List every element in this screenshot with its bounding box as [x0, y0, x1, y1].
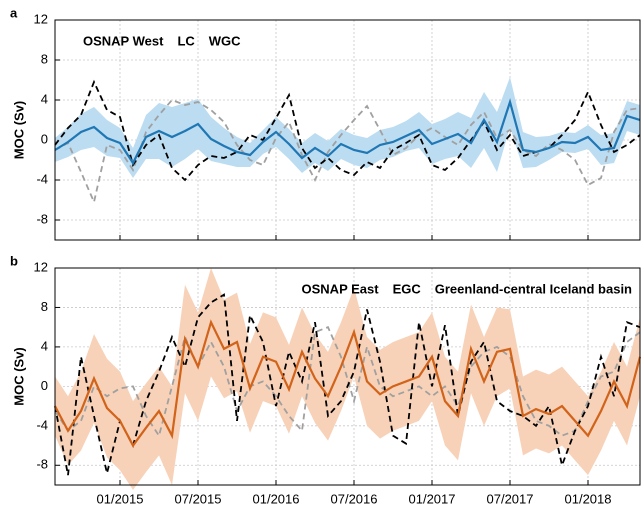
panel-label: b: [10, 253, 18, 268]
y-tick-label: 8: [41, 51, 48, 66]
legend-entry: WGC: [209, 33, 241, 48]
legend-entry: LC: [177, 33, 195, 48]
legend-entry: Greenland-central Iceland basin: [435, 281, 632, 296]
plot-frame: [54, 267, 641, 486]
y-tick-label: 0: [41, 378, 48, 393]
x-tick-label: 07/2017: [487, 491, 534, 506]
series-line: [54, 98, 641, 166]
x-tick-label: 01/2018: [565, 491, 612, 506]
y-tick-label: 4: [41, 338, 48, 353]
x-tick-label: 01/2015: [97, 491, 144, 506]
uncertainty-band: [55, 268, 640, 490]
y-tick-label: -4: [36, 171, 48, 186]
y-tick-label: 4: [41, 91, 48, 106]
panel-label: a: [10, 5, 18, 20]
y-tick-label: 12: [34, 259, 48, 274]
x-tick-label: 07/2016: [331, 491, 378, 506]
x-tick-label: 01/2017: [409, 491, 456, 506]
y-tick-label: -4: [36, 417, 48, 432]
y-tick-label: -8: [36, 211, 48, 226]
y-axis-label: MOC (Sv): [11, 347, 26, 406]
series-line: [54, 293, 641, 476]
legend-entry: EGC: [393, 281, 422, 296]
series-line: [54, 326, 641, 438]
x-tick-label: 01/2016: [253, 491, 300, 506]
y-tick-label: -8: [36, 457, 48, 472]
y-tick-label: 0: [41, 131, 48, 146]
uncertainty-band: [55, 77, 640, 178]
y-tick-label: 12: [34, 11, 48, 26]
x-tick-label: 07/2015: [175, 491, 222, 506]
plot-frame: [54, 19, 641, 241]
series-line: [54, 319, 641, 448]
legend-entry: OSNAP East: [302, 281, 380, 296]
legend-entry: OSNAP West: [83, 33, 164, 48]
y-axis-label: MOC (Sv): [11, 101, 26, 160]
y-tick-label: 8: [41, 299, 48, 314]
